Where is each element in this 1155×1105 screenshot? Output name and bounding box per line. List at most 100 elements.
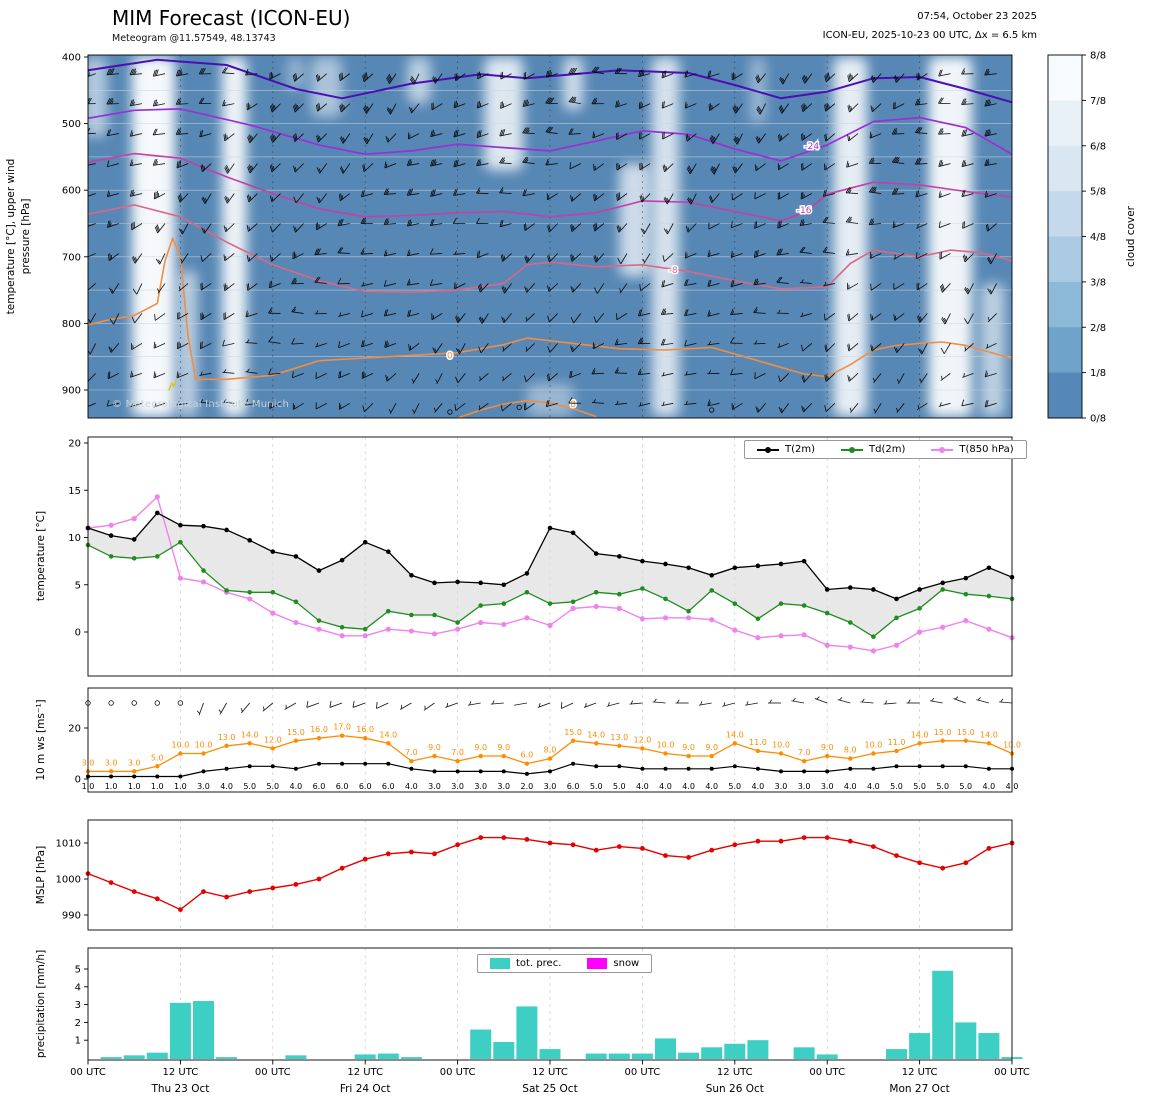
svg-text:4/8: 4/8 (1090, 232, 1106, 243)
svg-text:1.0: 1.0 (151, 782, 164, 791)
svg-text:14.0: 14.0 (726, 730, 744, 739)
svg-text:13.0: 13.0 (610, 733, 628, 742)
svg-text:3.0: 3.0 (821, 782, 834, 791)
legend-item-td2m: Td(2m) (841, 444, 905, 455)
svg-text:1: 1 (75, 1036, 81, 1047)
svg-text:9.0: 9.0 (705, 743, 718, 752)
svg-text:20: 20 (68, 439, 81, 450)
precipitation-legend: tot. prec. snow (477, 954, 653, 973)
svg-text:800: 800 (62, 319, 81, 330)
svg-text:6.0: 6.0 (382, 782, 395, 791)
svg-text:1.0: 1.0 (174, 782, 187, 791)
svg-text:5.0: 5.0 (936, 782, 949, 791)
svg-text:0: 0 (75, 775, 81, 786)
svg-text:10.0: 10.0 (772, 741, 790, 750)
svg-text:3/8: 3/8 (1090, 277, 1106, 288)
svg-text:10 m ws [ms⁻¹]: 10 m ws [ms⁻¹] (35, 699, 47, 780)
svg-text:4.0: 4.0 (752, 782, 765, 791)
cloud-cover-colorbar: 8/8 7/8 6/8 5/8 4/8 3/8 2/8 1/8 0/8 cloud cover (1047, 51, 1137, 425)
t2m-line-swatch (757, 446, 779, 453)
svg-text:14.0: 14.0 (241, 730, 259, 739)
time-axis: 00 UTC 12 UTC 00 UTC 12 UTC 00 UTC 12 UTC 00 U… (70, 1060, 1030, 1095)
svg-text:precipitation [mm/h]: precipitation [mm/h] (35, 950, 47, 1058)
svg-text:15.0: 15.0 (957, 728, 975, 737)
legend-item-total-precip: tot. prec. (490, 958, 561, 969)
svg-text:15.0: 15.0 (564, 728, 582, 737)
svg-text:7.0: 7.0 (798, 748, 811, 757)
svg-text:14.0: 14.0 (587, 730, 605, 739)
svg-text:12 UTC: 12 UTC (532, 1067, 568, 1078)
svg-text:4.0: 4.0 (682, 782, 695, 791)
total-precip-swatch (490, 958, 510, 969)
svg-text:3.0: 3.0 (544, 782, 557, 791)
svg-text:-16: -16 (797, 206, 812, 216)
svg-text:10.0: 10.0 (195, 741, 213, 750)
svg-text:3.0: 3.0 (798, 782, 811, 791)
svg-text:5.0: 5.0 (913, 782, 926, 791)
svg-text:5.0: 5.0 (613, 782, 626, 791)
svg-text:12 UTC: 12 UTC (347, 1067, 383, 1078)
svg-text:12 UTC: 12 UTC (717, 1067, 753, 1078)
svg-text:temperature [°C]: temperature [°C] (35, 511, 47, 601)
svg-text:4.0: 4.0 (844, 782, 857, 791)
svg-text:4.0: 4.0 (220, 782, 233, 791)
svg-text:6.0: 6.0 (521, 751, 534, 760)
svg-text:15: 15 (68, 486, 81, 497)
watermark: © Meteorological Institute Munich (112, 399, 289, 410)
svg-text:4.0: 4.0 (705, 782, 718, 791)
svg-text:6/8: 6/8 (1090, 141, 1106, 152)
svg-text:3.0: 3.0 (128, 758, 141, 767)
svg-text:500: 500 (62, 119, 81, 130)
wind-panel: 3.0 3.0 3.0 5.0 10.0 10.0 13.0 14.0 12.0 15.0 16.0… (35, 687, 1021, 793)
svg-text:12 UTC: 12 UTC (902, 1067, 938, 1078)
svg-text:10: 10 (68, 533, 81, 544)
page-subtitle: Meteogram @11.57549, 48.13743 (112, 33, 276, 44)
svg-text:2.0: 2.0 (521, 782, 534, 791)
svg-text:13.0: 13.0 (218, 733, 236, 742)
svg-text:5.0: 5.0 (728, 782, 741, 791)
svg-text:12 UTC: 12 UTC (163, 1067, 199, 1078)
temperature-legend: T(2m) Td(2m) T(850 hPa) (744, 440, 1027, 459)
svg-text:400: 400 (62, 53, 81, 64)
svg-text:temperature [°C], upper wind: temperature [°C], upper wind (5, 159, 17, 315)
legend-item-snow: snow (587, 958, 639, 969)
svg-text:2/8: 2/8 (1090, 323, 1106, 334)
upper-wind-barbs (88, 66, 997, 415)
svg-text:16.0: 16.0 (310, 725, 328, 734)
cloud-bands (88, 57, 1006, 417)
svg-text:14.0: 14.0 (379, 730, 397, 739)
svg-text:0: 0 (75, 628, 81, 639)
svg-text:0/8: 0/8 (1090, 414, 1106, 425)
svg-text:5/8: 5/8 (1090, 187, 1106, 198)
t850-legend-label: T(850 hPa) (959, 444, 1014, 455)
svg-text:3.0: 3.0 (105, 758, 118, 767)
svg-text:-8: -8 (669, 266, 678, 276)
legend-item-t2m: T(2m) (757, 444, 815, 455)
svg-text:8/8: 8/8 (1090, 51, 1106, 62)
svg-text:pressure [hPa]: pressure [hPa] (20, 199, 32, 275)
svg-text:1000: 1000 (56, 875, 81, 886)
svg-text:00 UTC: 00 UTC (255, 1067, 291, 1078)
page-title: MIM Forecast (ICON-EU) (112, 6, 351, 30)
svg-text:20: 20 (68, 724, 81, 735)
svg-text:3.0: 3.0 (197, 782, 210, 791)
svg-text:9.0: 9.0 (428, 743, 441, 752)
svg-text:9.0: 9.0 (474, 743, 487, 752)
svg-text:4.0: 4.0 (290, 782, 303, 791)
svg-text:15.0: 15.0 (934, 728, 952, 737)
svg-text:6.0: 6.0 (336, 782, 349, 791)
td2m-legend-label: Td(2m) (869, 444, 906, 455)
svg-text:9.0: 9.0 (682, 743, 695, 752)
svg-text:1.0: 1.0 (105, 782, 118, 791)
snow-legend-label: snow (613, 958, 640, 969)
svg-text:8.0: 8.0 (544, 746, 557, 755)
svg-text:7/8: 7/8 (1090, 96, 1106, 107)
svg-text:8: 8 (570, 400, 576, 410)
svg-text:6.0: 6.0 (567, 782, 580, 791)
svg-text:14.0: 14.0 (911, 730, 929, 739)
svg-text:3.0: 3.0 (451, 782, 464, 791)
svg-text:5.0: 5.0 (590, 782, 603, 791)
svg-text:17.0: 17.0 (333, 723, 351, 732)
svg-text:4: 4 (75, 982, 81, 993)
svg-text:Sun 26 Oct: Sun 26 Oct (706, 1083, 764, 1095)
